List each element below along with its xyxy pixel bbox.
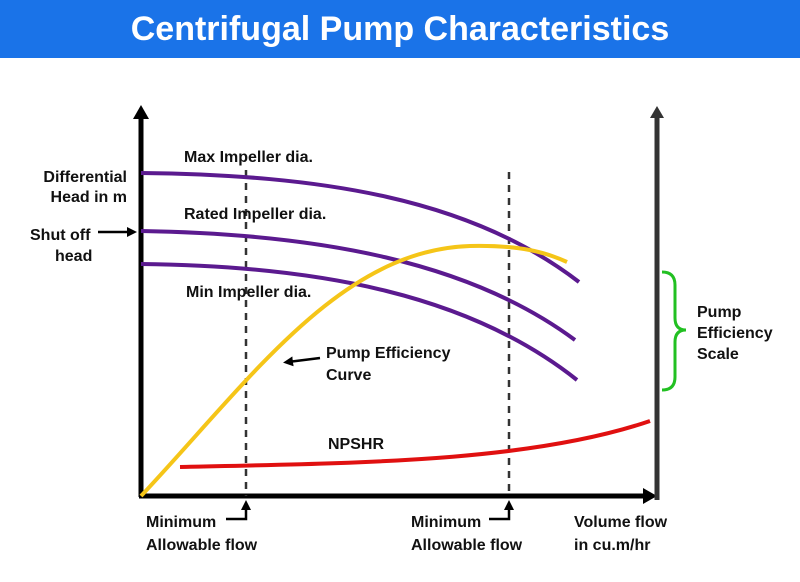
y-axis-label: Differential <box>43 169 127 186</box>
min-impeller-curve <box>140 262 579 382</box>
min-flow-left-label: Minimum <box>146 514 216 531</box>
min-flow-right-label-2: Allowable flow <box>411 537 523 554</box>
efficiency-curve-label: Pump Efficiency <box>326 345 451 362</box>
efficiency-pointer-arrow-icon <box>283 356 321 367</box>
shutoff-label-2: head <box>55 248 92 265</box>
efficiency-scale-label-2: Efficiency <box>697 325 773 342</box>
min-flow-right-arrow-icon <box>489 500 514 521</box>
min-impeller-label: Min Impeller dia. <box>186 284 311 301</box>
x-axis-label-2: in cu.m/hr <box>574 537 650 554</box>
shutoff-label: Shut off <box>30 227 91 244</box>
efficiency-scale-label-3: Scale <box>697 346 739 363</box>
npshr-curve <box>179 419 651 469</box>
min-flow-left-label-2: Allowable flow <box>146 537 258 554</box>
y-axis-label-2: Head in m <box>51 189 127 206</box>
efficiency-curve <box>139 243 568 498</box>
min-flow-left-arrow-icon <box>226 500 251 521</box>
rated-impeller-curve <box>140 229 577 342</box>
rated-impeller-label: Rated Impeller dia. <box>184 206 326 223</box>
efficiency-curve-label-2: Curve <box>326 367 371 384</box>
min-flow-right-label: Minimum <box>411 514 481 531</box>
npshr-label: NPSHR <box>328 436 384 453</box>
x-axis-label: Volume flow <box>574 514 668 531</box>
efficiency-scale-label: Pump <box>697 304 742 321</box>
efficiency-scale-bracket <box>661 270 687 392</box>
page-title: Centrifugal Pump Characteristics <box>0 0 800 58</box>
max-impeller-label: Max Impeller dia. <box>184 149 313 166</box>
